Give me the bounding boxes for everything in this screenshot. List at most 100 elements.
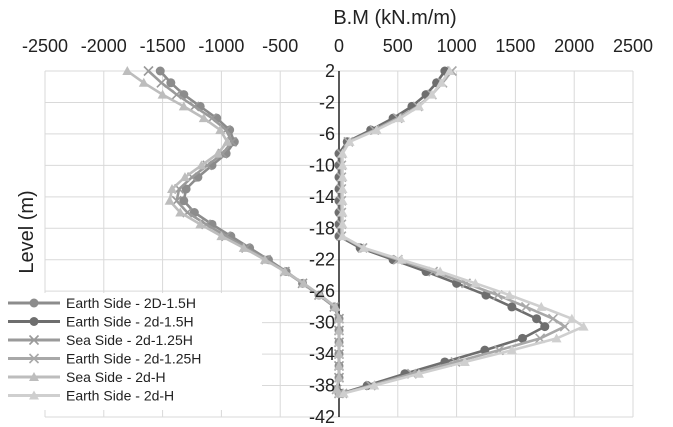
x-tick-label: 0 — [334, 36, 344, 56]
legend-entry: Earth Side - 2d-H — [8, 388, 174, 404]
y-axis-title: Level (m) — [16, 190, 38, 273]
series-point — [156, 77, 167, 88]
series-point — [330, 301, 341, 311]
series-point — [171, 89, 182, 100]
series-point — [536, 301, 547, 311]
legend-label: Sea Side - 2d-1.25H — [66, 332, 193, 348]
series-point — [334, 313, 344, 323]
series-point — [334, 325, 344, 335]
series-point — [216, 231, 227, 241]
series-point — [540, 322, 550, 332]
series-4 — [336, 65, 570, 399]
series-point — [337, 207, 348, 217]
series-point — [506, 345, 517, 355]
series-point — [551, 333, 562, 343]
series-point — [238, 242, 249, 252]
legend-label: Earth Side - 2D-1.5H — [66, 295, 196, 311]
y-tick-label: -38 — [309, 376, 335, 396]
series-point — [175, 207, 186, 217]
series-point — [547, 313, 559, 324]
series-point — [167, 183, 178, 193]
plot-series — [122, 65, 589, 399]
series-point — [371, 124, 382, 134]
series-point — [334, 360, 344, 370]
series-point — [426, 89, 437, 99]
x-tick-label: 2500 — [613, 36, 653, 56]
legend-entry: Earth Side - 2d-1.25H — [8, 351, 201, 367]
x-tick-label: -1500 — [140, 36, 186, 56]
tick-labels: -2500 -2000 -1500 -1000 -500 0 500 1000 1500 2000… — [22, 36, 653, 427]
series-point — [279, 266, 290, 276]
y-tick-label: -14 — [309, 187, 335, 207]
series-point — [337, 195, 348, 205]
series-point — [337, 231, 348, 241]
legend-entry: Sea Side - 2d-H — [8, 369, 166, 385]
series-point — [396, 254, 407, 264]
series-point — [198, 113, 209, 123]
series-point — [157, 89, 168, 99]
y-tick-label: -42 — [309, 407, 335, 427]
series-point — [334, 337, 344, 347]
legend-label: Earth Side - 2d-1.5H — [66, 314, 194, 330]
series-point — [413, 101, 424, 111]
series-point — [337, 172, 348, 182]
series-point — [138, 77, 149, 87]
legend-swatch-marker — [28, 353, 40, 364]
legend-label: Earth Side - 2d-H — [66, 388, 174, 404]
y-tick-label: -6 — [319, 124, 335, 144]
x-tick-label: 1000 — [437, 36, 477, 56]
y-tick-label: -34 — [309, 344, 335, 364]
series-point — [344, 136, 355, 146]
series-point — [532, 314, 542, 324]
legend-swatch-marker — [28, 334, 40, 346]
series-5 — [122, 66, 344, 398]
x-tick-label: -1000 — [198, 36, 244, 56]
series-point — [470, 278, 481, 288]
series-point — [334, 349, 344, 359]
x-tick-label: 1500 — [495, 36, 535, 56]
series-point — [436, 77, 447, 87]
series-point — [358, 242, 369, 252]
series-point — [179, 196, 189, 206]
series-point — [298, 278, 309, 288]
series-point — [337, 183, 348, 193]
x-tick-label: -2500 — [22, 36, 68, 56]
series-point — [195, 219, 206, 229]
legend-label: Earth Side - 2d-1.25H — [66, 351, 201, 367]
series-point — [435, 266, 446, 276]
legend-label: Sea Side - 2d-H — [66, 369, 166, 385]
series-point — [413, 368, 424, 378]
series-point — [507, 302, 517, 312]
series-point — [179, 172, 190, 182]
series-point — [212, 148, 223, 158]
legend-entry: Sea Side - 2d-1.25H — [8, 332, 193, 348]
series-point — [578, 321, 589, 331]
legend-entry: Earth Side - 2D-1.5H — [8, 295, 196, 311]
series-point — [517, 333, 527, 343]
series-point — [504, 290, 515, 300]
series-point — [215, 124, 226, 134]
series-point — [395, 113, 406, 123]
series-line — [341, 70, 587, 395]
legend-swatch-marker — [29, 390, 39, 400]
series-point — [178, 101, 189, 111]
series-6 — [337, 66, 589, 398]
legend-swatch-marker — [29, 317, 39, 326]
legend-swatch-marker — [29, 298, 39, 308]
series-point — [164, 195, 175, 205]
series-point — [166, 78, 176, 88]
series-point — [559, 321, 570, 332]
series-point — [334, 372, 344, 382]
series-point — [338, 388, 349, 398]
legend: Earth Side - 2D-1.5H Earth Side - 2d-1.5H… — [0, 293, 262, 410]
legend-background — [0, 293, 262, 410]
series-point — [337, 219, 348, 229]
legend-entry: Earth Side - 2d-1.5H — [8, 314, 194, 330]
series-point — [566, 313, 577, 323]
series-point — [369, 380, 380, 390]
series-point — [155, 66, 165, 76]
y-tick-label: -2 — [319, 92, 335, 112]
series-point — [196, 160, 207, 170]
series-point — [143, 65, 154, 77]
